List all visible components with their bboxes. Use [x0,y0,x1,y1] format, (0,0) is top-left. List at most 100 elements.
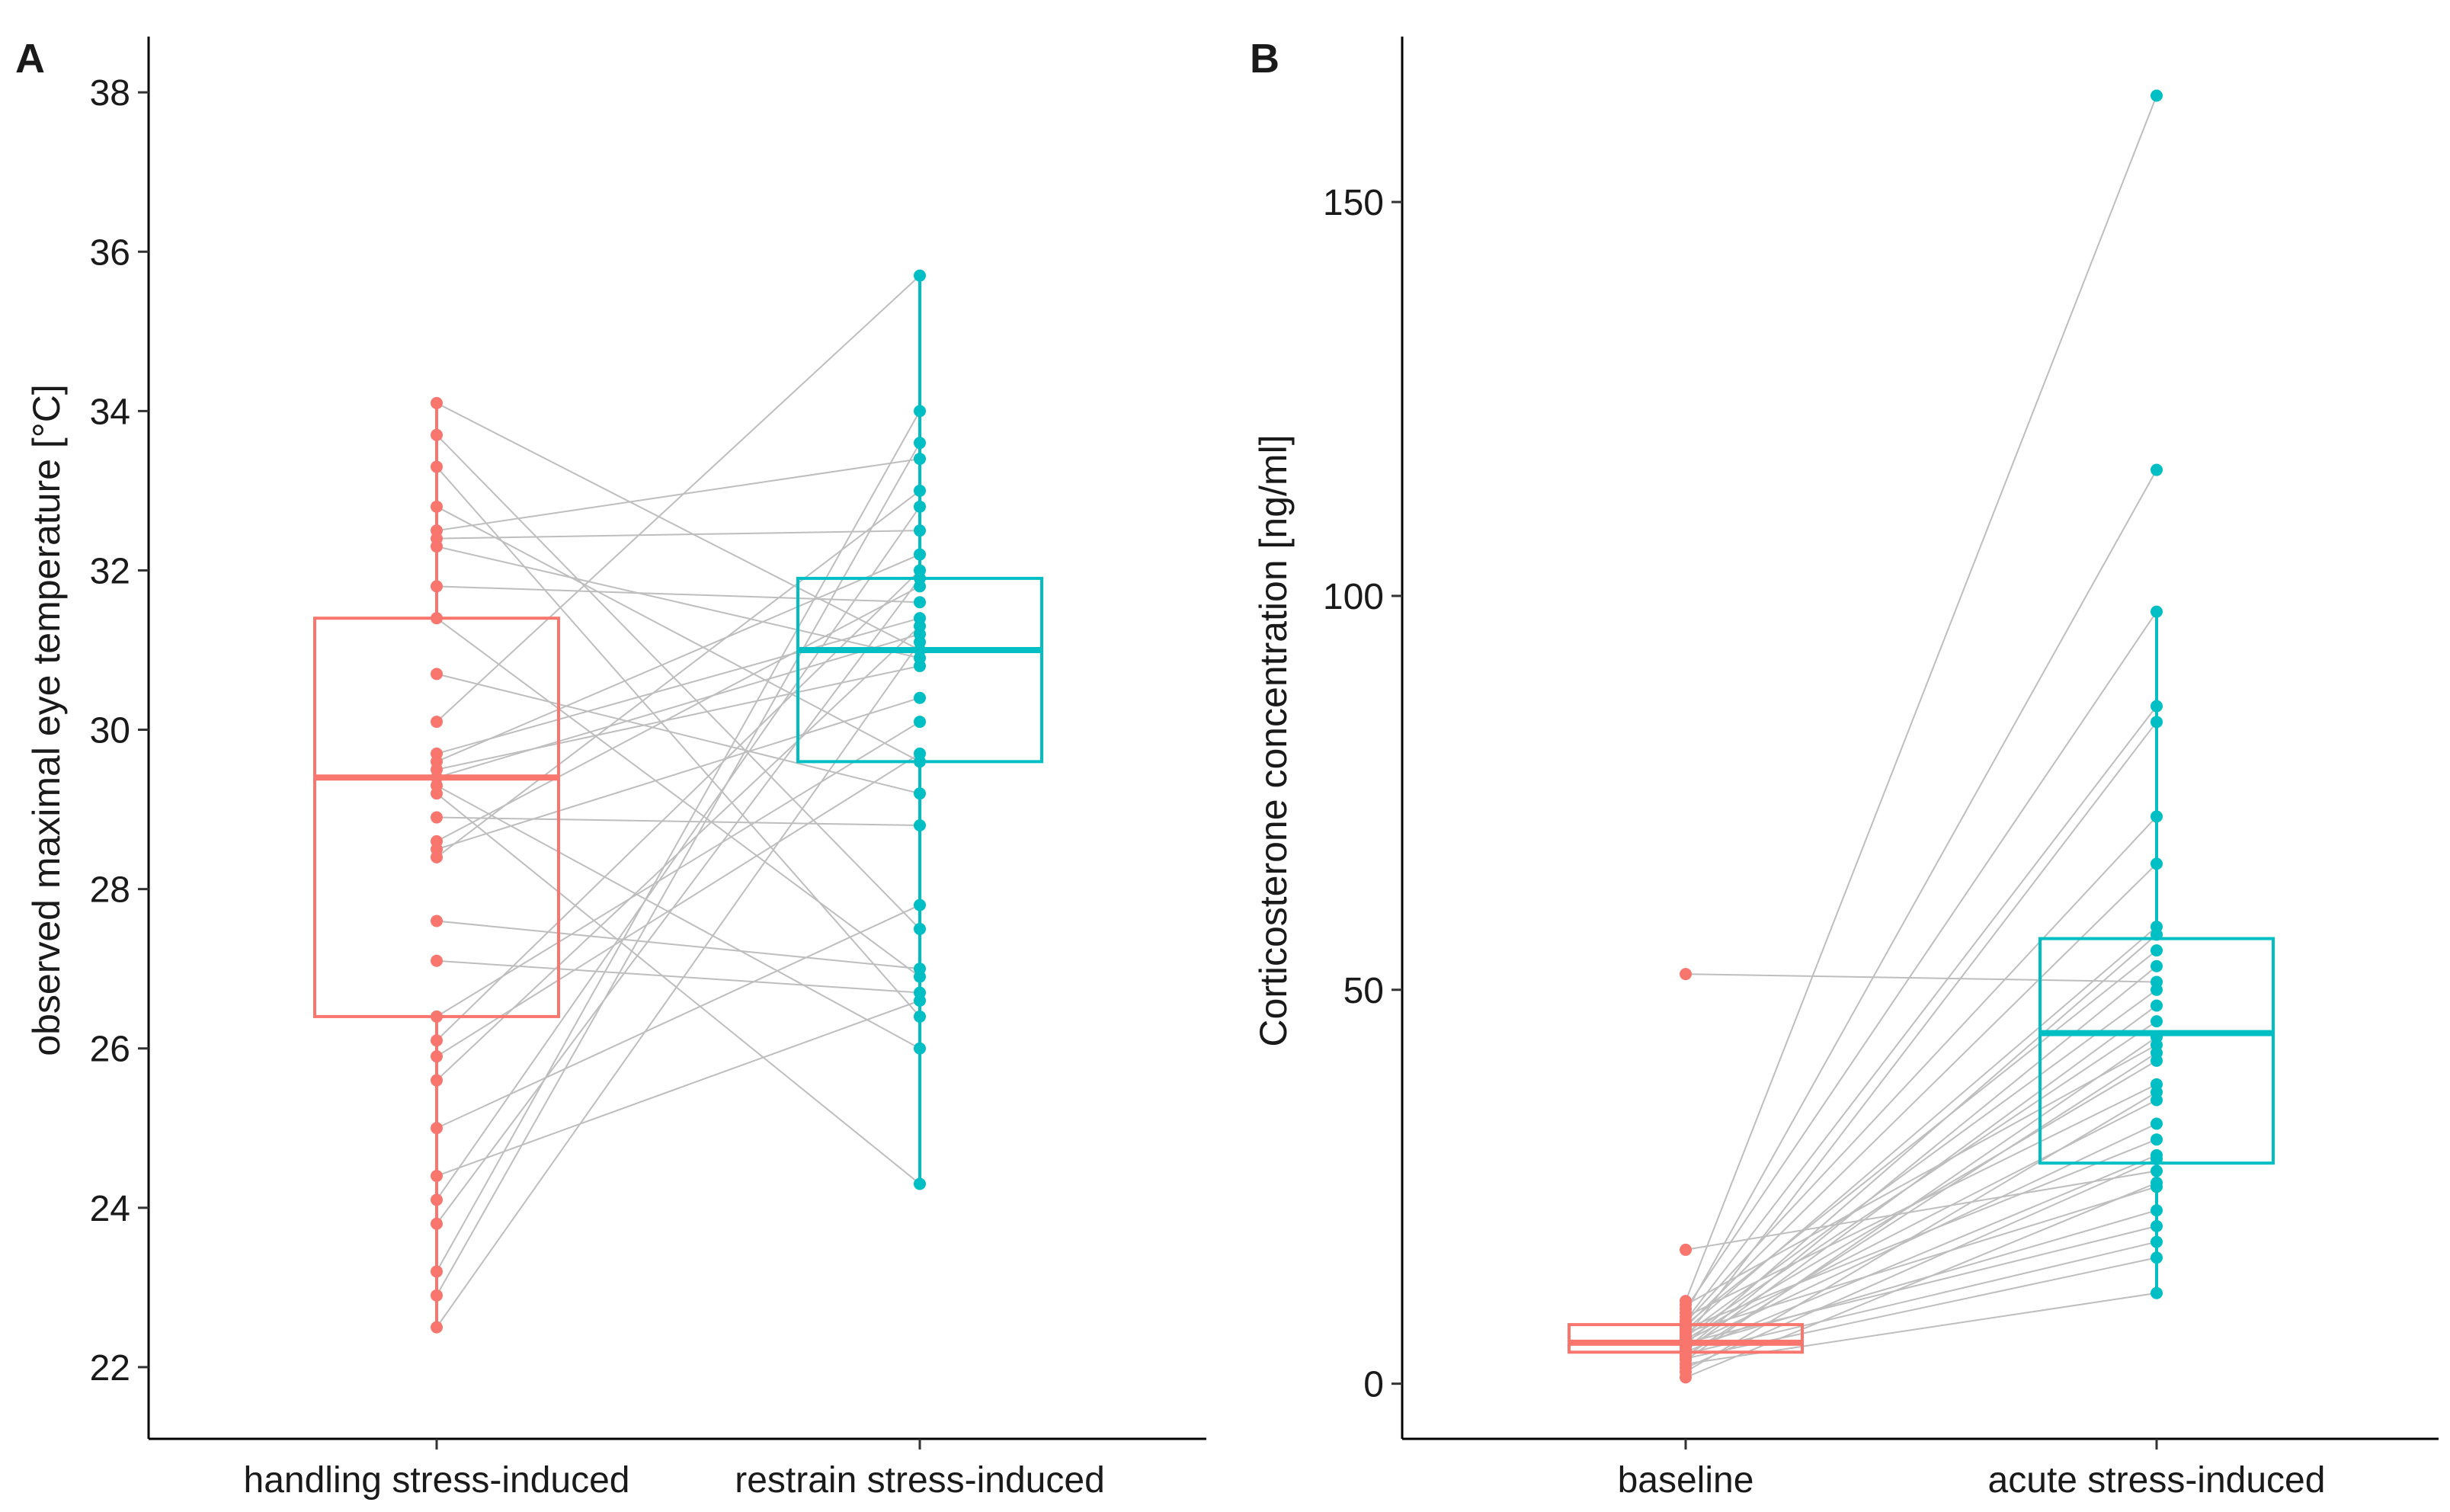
panel-b-plot: 0 50 100 150 baseline acute stress-induced [1323,37,2439,1501]
panel-b-point-group-2 [2151,1235,2163,1248]
panel-a-pair-line [436,665,921,770]
panel-a-point-group-2 [914,819,926,831]
panel-a-pair-line [436,546,921,659]
panel-a-y-tick-label: 24 [90,1189,130,1229]
panel-a-point-group-2 [914,1010,926,1023]
panel-a-y-tick-label: 30 [90,711,130,751]
panel-a-pair-line [436,402,921,651]
panel-b-point-group-2 [2151,463,2163,476]
panel-a-point-group-2 [914,453,926,466]
panel-a-point-group-2 [914,787,926,800]
panel-b-pair-line [1685,611,2157,1309]
panel-b-point-group-2 [2151,716,2163,729]
panel-a-pair-line [436,506,921,1200]
panel-a-y-tick-label: 32 [90,551,130,591]
panel-a-y-tick-label: 22 [90,1348,130,1389]
panel-a-point-group-2 [914,922,926,935]
panel-b-point-group-2 [2151,1219,2163,1232]
panel-b-point-group-2 [2151,944,2163,957]
panel-a-point-group-1 [431,540,443,553]
panel-b-point-group-2 [2151,1177,2163,1190]
panel-a-pair-line [436,633,921,779]
panel-b-pair-line [1685,1154,2157,1353]
panel-a-point-group-1 [431,1193,443,1206]
panel-a-point-group-2 [914,596,926,609]
panel-a-point-group-1 [431,1034,443,1047]
panel-b-point-group-2 [2151,700,2163,713]
panel-a-pair-line [436,553,921,763]
panel-a-point-group-2 [914,620,926,633]
panel-a-pair-line [436,585,921,604]
panel-a-point-group-1 [431,1074,443,1087]
panel-a-pair-line [436,641,921,1328]
panel-b-pair-line [1685,934,2157,1345]
panel-a-pair-line [436,442,921,1296]
panel-a-point-group-2 [914,716,926,729]
panel-a-point-group-1 [431,787,443,800]
panel-a-point-group-2 [914,500,926,513]
panel-a-point-group-1 [431,1010,443,1023]
panel-a-pair-line [436,793,921,1185]
panel-a-point-group-1 [431,850,443,863]
panel-b-pair-line [1685,1004,2157,1352]
panel-a-pair-line [436,434,921,930]
panel-b-point-group-2 [2151,959,2163,972]
panel-a-point-group-1 [431,1321,443,1334]
panel-b-pair-line [1685,950,2157,1325]
panel-a-pair-line [436,617,921,978]
panel-a-y-tick-label: 26 [90,1030,130,1070]
panel-a-pair-line [436,673,921,795]
panel-b-point-group-2 [2151,857,2163,870]
panel-b-pair-line [1685,95,2157,1302]
panel-b-point-group-2 [2151,928,2163,941]
panel-a-point-group-1 [431,1217,443,1230]
panel-a-point-group-2 [914,659,926,672]
panel-a-point-group-1 [431,915,443,927]
panel-a-pair-line [436,530,921,540]
panel-a-point-group-1 [431,580,443,593]
panel-b-pair-line [1685,706,2157,1321]
panel-a-point-group-1 [431,612,443,625]
panel-b-label: B [1250,36,1279,82]
panel-a-y-tick-label: 28 [90,870,130,911]
panel-b-point-group-2 [2151,1015,2163,1028]
panel-a-point-group-2 [914,437,926,450]
panel-b-point-group-2 [2151,1086,2163,1099]
panel-a-point-group-2 [914,995,926,1007]
panel-a-pair-line [436,490,921,858]
panel-b-point-group-2 [2151,1204,2163,1217]
panel-a-point-group-2 [914,747,926,760]
panel-a-y-axis-title: observed maximal eye temperature [°C] [25,384,68,1056]
panel-b-point-group-2 [2151,1117,2163,1130]
panel-b-point-group-1 [1680,1371,1692,1384]
panel-a-point-group-1 [431,954,443,967]
panel-a-point-group-1 [431,500,443,513]
panel-b-pair-line [1685,1044,2157,1306]
panel-a: A observed maximal eye temperature [°C] … [15,36,1206,1501]
panel-a-point-group-2 [914,524,926,537]
panel-b-y-tick-label: 0 [1363,1365,1384,1405]
panel-a-point-group-1 [431,428,443,441]
panel-b-point-group-2 [2151,1251,2163,1264]
panel-b-x-tick-label: baseline [1618,1460,1754,1501]
panel-b-pair-line [1685,1241,2157,1355]
panel-a-pair-line [436,466,921,1017]
panel-a-point-group-1 [431,1122,443,1135]
panel-a-point-group-1 [431,716,443,729]
panel-b-point-group-2 [2151,605,2163,618]
panel-b-point-group-2 [2151,1153,2163,1166]
panel-a-plot: 22 24 26 28 30 32 34 36 38 handling stress-induce… [90,37,1206,1501]
panel-a-point-group-2 [914,405,926,418]
panel-a-pair-line [436,578,921,1225]
panel-b-pair-line [1685,721,2157,1339]
panel-a-point-group-2 [914,691,926,704]
panel-a-point-group-2 [914,484,926,497]
panel-a-y-tick-label: 36 [90,232,130,273]
panel-b-pair-line [1685,926,2157,1331]
panel-b-pair-line [1685,973,2157,983]
panel-b-pair-line [1685,1036,2157,1361]
panel-a-point-group-1 [431,460,443,473]
panel-a-point-group-2 [914,548,926,561]
panel-a-y-tick-label: 34 [90,392,130,432]
